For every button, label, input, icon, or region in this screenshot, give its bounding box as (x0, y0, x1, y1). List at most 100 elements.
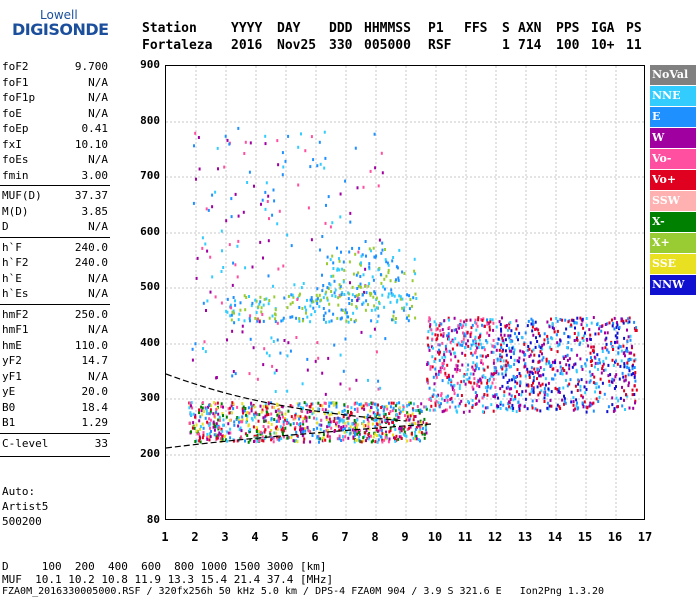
echo-point (574, 407, 577, 411)
echo-point (249, 314, 252, 318)
echo-point (198, 411, 200, 415)
echo-point (446, 363, 449, 367)
echo-point (325, 415, 328, 419)
echo-point (392, 421, 394, 424)
echo-point (229, 411, 232, 415)
echo-point (229, 303, 232, 307)
echo-point (246, 181, 249, 184)
echo-point (297, 183, 300, 187)
echo-point (583, 400, 586, 404)
echo-point (614, 375, 617, 379)
echo-point (477, 316, 480, 320)
echo-point (565, 327, 568, 331)
echo-point (346, 412, 348, 416)
echo-point (405, 418, 408, 422)
echo-point (550, 390, 553, 394)
echo-point (491, 318, 494, 322)
echo-point (377, 403, 379, 407)
echo-point (190, 413, 193, 417)
echo-point (360, 254, 363, 258)
echo-point (333, 430, 336, 433)
echo-point (392, 433, 394, 437)
echo-point (397, 276, 400, 280)
echo-point (536, 385, 539, 389)
echo-point (246, 414, 249, 418)
echo-point (392, 318, 395, 322)
echo-point (232, 439, 235, 443)
echo-point (264, 402, 267, 406)
echo-point (327, 287, 330, 291)
echo-point (243, 319, 246, 323)
echo-point (616, 362, 619, 366)
echo-point (304, 305, 307, 309)
echo-point (400, 435, 403, 439)
echo-point (488, 328, 491, 332)
echo-point (443, 353, 446, 357)
echo-point (267, 239, 270, 243)
echo-point (447, 335, 450, 339)
echo-point (524, 364, 527, 368)
echo-point (449, 378, 452, 382)
echo-point (441, 397, 443, 401)
echo-point (389, 410, 392, 414)
echo-point (463, 320, 466, 324)
echo-point (399, 427, 402, 431)
echo-point (414, 292, 417, 296)
echo-point (372, 246, 375, 250)
echo-point (344, 308, 347, 312)
echo-point (593, 365, 596, 369)
echo-point (410, 432, 413, 436)
echo-point (423, 436, 426, 440)
echo-point (216, 436, 219, 440)
echo-point (402, 308, 405, 312)
echo-point (549, 398, 552, 402)
echo-point (561, 318, 564, 322)
echo-point (585, 388, 588, 391)
echo-point (502, 341, 505, 345)
echo-point (431, 332, 434, 336)
echo-point (399, 297, 402, 301)
echo-point (376, 306, 379, 310)
echo-point (486, 381, 489, 385)
echo-point (533, 375, 535, 379)
echo-point (326, 434, 329, 438)
echo-point (445, 347, 448, 351)
echo-point (467, 363, 470, 367)
echo-point (495, 393, 498, 397)
echo-point (411, 279, 414, 283)
echo-point (234, 192, 237, 196)
echo-point (400, 427, 403, 430)
echo-point (546, 406, 549, 410)
echo-point (480, 359, 483, 363)
echo-point (215, 376, 218, 379)
param-value: 18.4 (81, 400, 109, 414)
echo-point (269, 432, 272, 436)
param-row: hmE 110.0 (2, 339, 108, 354)
y-tick-label: 400 (140, 336, 160, 349)
echo-point (202, 347, 204, 350)
echo-point (471, 385, 474, 389)
echo-point (323, 166, 326, 170)
param-name: foF1 (2, 75, 29, 89)
echo-point (267, 194, 270, 198)
echo-point (468, 380, 471, 384)
echo-point (507, 402, 510, 406)
echo-point (295, 439, 298, 443)
echo-point (411, 412, 414, 416)
echo-point (303, 437, 306, 441)
echo-point (347, 297, 350, 301)
echo-point (304, 427, 307, 431)
echo-point (325, 320, 327, 324)
echo-point (262, 416, 265, 420)
echo-point (398, 415, 401, 419)
echo-point (254, 411, 257, 415)
echo-point (477, 336, 480, 340)
echo-point (326, 429, 329, 432)
echo-point (362, 404, 365, 408)
echo-point (338, 420, 341, 424)
echo-point (478, 385, 481, 389)
echo-point (414, 415, 417, 418)
echo-point (488, 333, 491, 337)
echo-point (369, 334, 372, 338)
echo-point (271, 213, 274, 217)
